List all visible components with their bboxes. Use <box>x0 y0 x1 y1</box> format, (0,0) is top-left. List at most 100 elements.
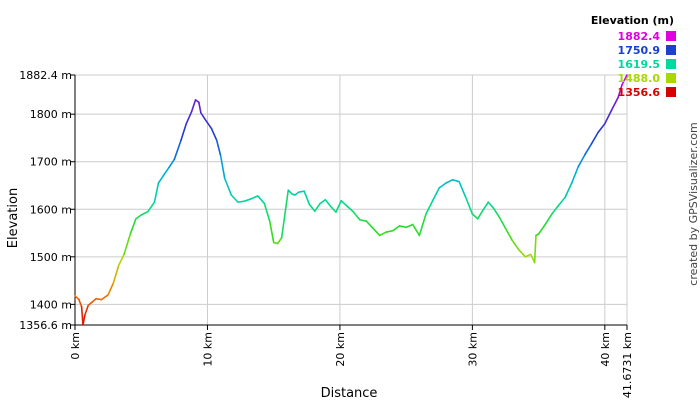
elevation-segment <box>140 210 149 216</box>
legend-swatch <box>666 87 676 97</box>
legend-swatch <box>666 45 676 55</box>
elevation-segment <box>340 199 349 208</box>
elevation-segment <box>210 127 218 142</box>
elevation-segment <box>418 213 427 237</box>
x-tick-label: 41.6731 km <box>621 332 634 398</box>
elevation-segment <box>173 139 182 161</box>
elevation-segment <box>84 304 90 316</box>
elevation-segment <box>451 178 460 183</box>
legend-label: 1750.9 <box>618 44 660 57</box>
elevation-segment <box>319 198 327 205</box>
elevation-segment <box>135 214 143 220</box>
elevation-segment <box>100 294 109 301</box>
credit-text: created by GPSVisualizer.com <box>687 122 700 285</box>
y-tick-labels: 1356.6 m 1400 m 1500 m 1600 m 1700 m 1800 m 18… <box>19 69 72 332</box>
elevation-segment <box>597 122 606 134</box>
elevation-segment <box>308 203 316 212</box>
elevation-segment <box>471 213 479 220</box>
elevation-segment <box>524 253 532 258</box>
elevation-segment <box>511 239 520 251</box>
x-tick-label: 10 km <box>201 332 214 367</box>
elevation-segment <box>492 207 500 218</box>
elevation-segment <box>219 155 226 180</box>
elevation-segment <box>621 74 628 86</box>
elevation-segment <box>157 174 165 184</box>
elevation-segment <box>280 189 290 239</box>
elevation-segment <box>153 182 160 203</box>
elevation-segment <box>123 232 132 256</box>
elevation-segment <box>78 298 83 308</box>
elevation-segment <box>74 295 80 301</box>
elevation-segment <box>537 223 547 235</box>
elevation-segment <box>347 206 354 213</box>
elevation-segment <box>168 158 176 169</box>
elevation-segment <box>557 196 566 207</box>
elevation-segment <box>91 297 97 303</box>
x-tick-label: 30 km <box>466 332 479 367</box>
y-axis-title: Elevation <box>6 188 21 248</box>
elevation-segment <box>329 205 337 213</box>
elevation-segment <box>431 187 441 202</box>
elevation-segment <box>294 191 300 196</box>
y-tick-label: 1356.6 m <box>19 319 72 332</box>
legend-swatch <box>666 59 676 69</box>
legend-label: 1619.5 <box>618 58 660 71</box>
elevation-segment <box>298 190 305 193</box>
elevation-segment <box>517 248 527 258</box>
elevation-segment <box>147 201 156 213</box>
elevation-segment <box>198 101 202 114</box>
elevation-segment <box>204 118 213 130</box>
elevation-segment <box>237 200 246 203</box>
elevation-segment <box>392 225 401 232</box>
elevation-segment <box>352 210 361 221</box>
gridlines <box>74 74 628 326</box>
elevation-segment <box>590 131 600 145</box>
y-tick-label: 1400 m <box>30 298 72 311</box>
y-tick-label: 1882.4 m <box>19 69 72 82</box>
elevation-segment <box>487 201 495 210</box>
elevation-segment <box>438 182 447 189</box>
elevation-segment <box>445 178 454 184</box>
elevation-segment <box>223 177 233 196</box>
elevation-segment <box>610 96 619 112</box>
elevation-segment <box>425 199 434 215</box>
x-tick-label: 20 km <box>334 332 347 367</box>
elevation-segment <box>268 220 275 244</box>
elevation-segment <box>358 218 368 222</box>
elevation-segment <box>533 234 537 264</box>
elevation-segment <box>82 314 86 326</box>
elevation-segment <box>129 217 137 234</box>
elevation-segment <box>464 196 474 215</box>
elevation-segment <box>577 153 586 168</box>
legend-label: 1356.6 <box>618 86 661 99</box>
elevation-segment <box>335 199 343 213</box>
elevation-segment <box>584 142 593 156</box>
x-tick-label: 0 km <box>69 332 82 360</box>
elevation-segment <box>405 223 414 229</box>
elevation-segment <box>200 111 206 120</box>
elevation-segment <box>256 195 266 205</box>
elevation-segment <box>180 122 188 142</box>
x-tick-label: 40 km <box>599 332 612 367</box>
elevation-segment <box>112 264 120 284</box>
elevation-segment <box>263 202 271 222</box>
elevation-segment <box>313 202 321 212</box>
x-axis-title: Distance <box>321 386 378 400</box>
elevation-segment <box>504 227 513 241</box>
elevation-segment <box>250 195 259 200</box>
elevation-segment <box>372 227 381 237</box>
legend-swatch <box>666 73 676 83</box>
elevation-segment <box>617 83 623 99</box>
elevation-segment <box>243 198 252 202</box>
elevation-segment <box>107 282 115 296</box>
elevation-segment <box>398 225 407 229</box>
elevation-segment <box>215 139 222 157</box>
elevation-segment <box>385 229 394 233</box>
elevation-segment <box>411 223 421 237</box>
elevation-segment <box>544 213 553 226</box>
legend-label: 1882.4 <box>618 30 661 43</box>
elevation-segment <box>190 99 197 113</box>
elevation-segment <box>230 194 239 203</box>
elevation-line <box>74 74 628 326</box>
axes <box>70 74 628 330</box>
